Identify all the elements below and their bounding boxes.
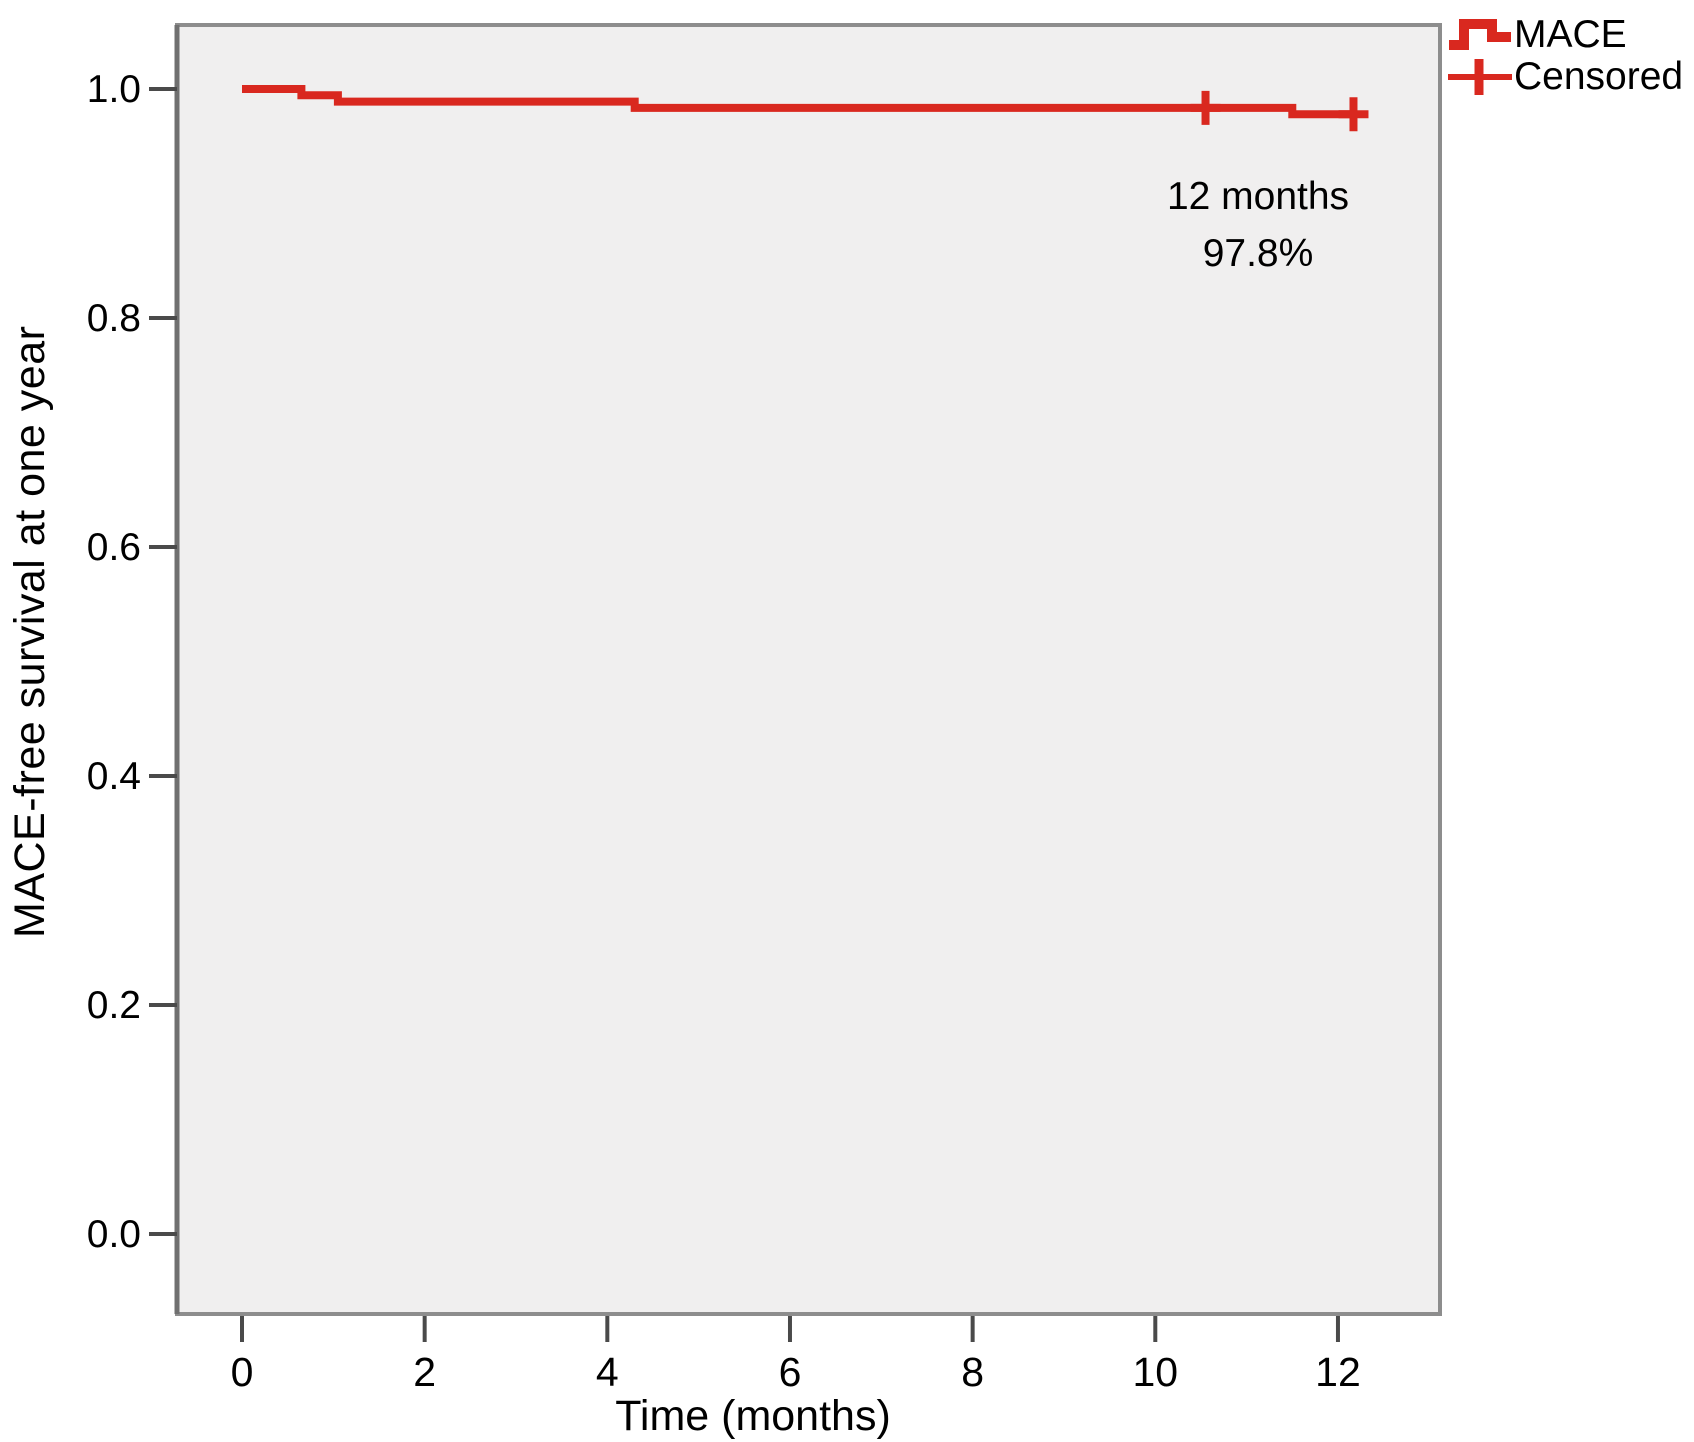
x-tick-label: 8: [961, 1349, 984, 1395]
y-tick-label: 0.6: [87, 526, 141, 569]
x-tick-label: 2: [413, 1349, 436, 1395]
y-tick-label: 0.2: [87, 984, 141, 1027]
plot-layer: 0.0 0.2 0.4 0.6 0.8 1.0 0 2 4 6 8 10 12: [87, 23, 1442, 1395]
y-tick-label: 0.0: [87, 1213, 141, 1256]
legend-item-censored: Censored: [1446, 56, 1683, 98]
plus-icon: [1448, 59, 1512, 95]
step-line-icon: [1449, 19, 1511, 50]
x-tick-label: 4: [596, 1349, 619, 1395]
x-axis-title: Time (months): [615, 1392, 891, 1440]
x-tick-label: 0: [231, 1349, 254, 1395]
survival-annotation: 12 months 97.8%: [1098, 168, 1418, 282]
y-tick-label: 0.4: [87, 755, 141, 798]
annotation-time-label: 12 months: [1166, 175, 1350, 218]
x-tick-label: 12: [1315, 1349, 1361, 1395]
legend-label-mace: MACE: [1514, 13, 1627, 56]
legend-item-mace: MACE: [1446, 14, 1683, 56]
y-axis-title: MACE-free survival at one year: [6, 325, 54, 939]
x-tick-label: 6: [779, 1349, 802, 1395]
annotation-survival-value: 97.8%: [1202, 232, 1314, 275]
y-tick-label: 1.0: [87, 68, 141, 111]
y-tick-label: 0.8: [87, 297, 141, 340]
km-curve-mace: [242, 85, 1357, 119]
legend-label-censored: Censored: [1514, 55, 1684, 98]
plot-area: [175, 23, 1442, 1316]
legend: MACE Censored: [1446, 14, 1683, 98]
x-tick-label: 10: [1132, 1349, 1178, 1395]
